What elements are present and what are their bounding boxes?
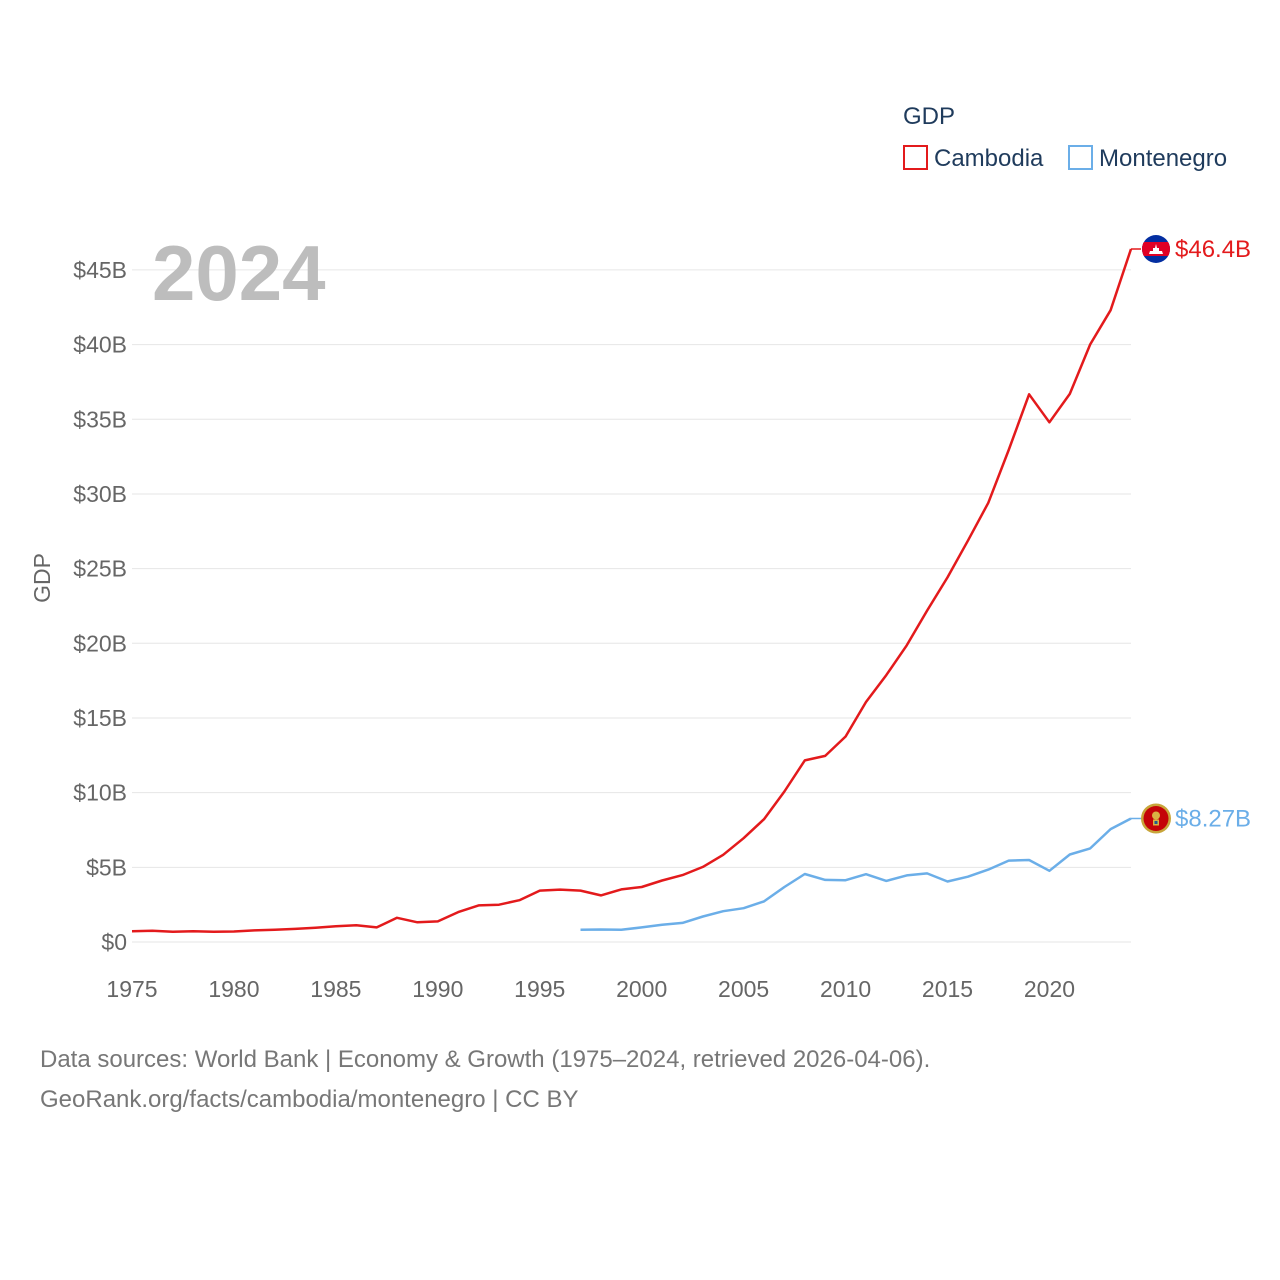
series-lines <box>131 248 1141 934</box>
x-tick-label: 1985 <box>310 976 361 1002</box>
x-tick-label: 1975 <box>106 976 157 1002</box>
montenegro-flag-icon <box>1141 803 1171 834</box>
series-line-montenegro <box>580 817 1132 932</box>
x-tick-label: 1995 <box>514 976 565 1002</box>
x-tick-label: 1980 <box>208 976 259 1002</box>
x-tick-label: 2015 <box>922 976 973 1002</box>
y-tick-label: $35B <box>73 406 127 432</box>
legend-swatch-cambodia <box>903 145 928 170</box>
end-value-label-montenegro: $8.27B <box>1175 806 1251 833</box>
end-value-label-cambodia: $46.4B <box>1175 236 1251 263</box>
legend-item-montenegro[interactable]: Montenegro <box>1068 145 1227 172</box>
y-tick-label: $0 <box>101 929 127 955</box>
legend-label-cambodia: Cambodia <box>934 145 1044 172</box>
x-tick-label: 2005 <box>718 976 769 1002</box>
legend-swatch-montenegro <box>1068 145 1093 170</box>
source-line-1: Data sources: World Bank | Economy & Gro… <box>40 1046 931 1073</box>
y-tick-label: $20B <box>73 630 127 656</box>
y-tick-label: $15B <box>73 705 127 731</box>
y-tick-label: $30B <box>73 481 127 507</box>
y-gridlines <box>132 269 1131 943</box>
year-label: 2024 <box>152 229 326 317</box>
x-tick-label: 1990 <box>412 976 463 1002</box>
source-note: Data sources: World Bank | Economy & Gro… <box>40 1040 1240 1120</box>
legend-item-cambodia[interactable]: Cambodia <box>903 145 1044 172</box>
y-tick-label: $10B <box>73 780 127 806</box>
gdp-line-chart: $0 $5B $10B $15B $20B $25B $30B $35B $40B $45B 19… <box>29 103 1251 1002</box>
x-tick-label: 2010 <box>820 976 871 1002</box>
legend-title: GDP <box>903 103 955 130</box>
y-tick-label: $40B <box>73 332 127 358</box>
x-tick-label: 2020 <box>1024 976 1075 1002</box>
x-tick-label: 2000 <box>616 976 667 1002</box>
series-line-cambodia <box>131 248 1133 934</box>
y-tick-label: $5B <box>86 854 127 880</box>
cambodia-flag-icon <box>1142 235 1170 263</box>
x-axis-tick-labels: 1975 1980 1985 1990 1995 2000 2005 2010 2015 2020 <box>106 976 1075 1002</box>
y-tick-label: $45B <box>73 257 127 283</box>
source-link[interactable]: GeoRank.org/facts/cambodia/montenegro | … <box>40 1086 579 1113</box>
legend-label-montenegro: Montenegro <box>1099 145 1227 172</box>
y-axis-tick-labels: $0 $5B $10B $15B $20B $25B $30B $35B $40B $45B <box>73 257 127 955</box>
y-tick-label: $25B <box>73 556 127 582</box>
y-axis-title: GDP <box>29 553 55 603</box>
